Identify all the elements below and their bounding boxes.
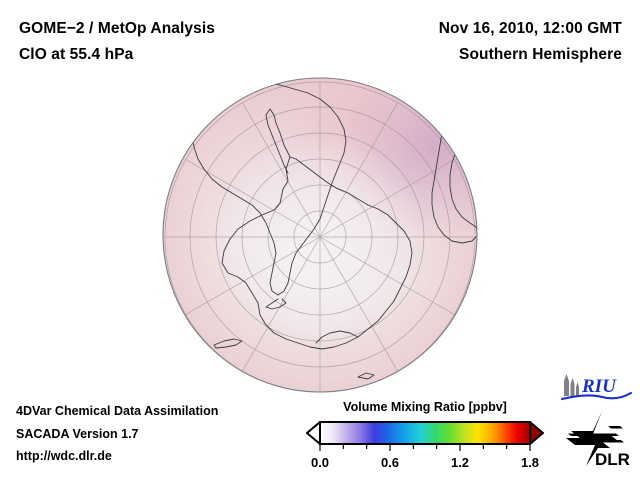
riu-wordmark: RIU <box>581 376 617 397</box>
coastline-antarctic-peninsula <box>265 108 291 174</box>
hemisphere-label: Southern Hemisphere <box>459 46 622 63</box>
riu-logo: RIU <box>557 371 633 405</box>
header-left: GOME−2 / MetOp Analysis ClO at 55.4 hPa <box>19 16 215 68</box>
colorbar-arrow-right <box>529 421 544 445</box>
riu-tower-icon <box>564 374 579 396</box>
colorbar-tick-label: 1.8 <box>520 455 540 470</box>
colorbar-gradient <box>320 422 530 444</box>
coastline-tierra-del-fuego <box>265 298 287 310</box>
riu-swoosh-icon <box>560 391 633 401</box>
website-url[interactable]: http://wdc.dlr.de <box>16 449 112 463</box>
method-label: 4DVar Chemical Data Assimilation <box>16 404 219 418</box>
meridian-lines <box>165 82 475 392</box>
header-right: Nov 16, 2010, 12:00 GMT Southern Hemisph… <box>439 16 622 68</box>
graticule <box>164 81 476 392</box>
coastline-ross-ice-shelf <box>315 330 359 344</box>
colorbar-title: Volume Mixing Ratio [ppbv] <box>343 400 507 414</box>
coastline-australia-limb <box>461 118 477 124</box>
species-level-title: ClO at 55.4 hPa <box>19 46 134 63</box>
version-label: SACADA Version 1.7 <box>16 426 139 441</box>
dlr-logo: DLR <box>562 409 634 469</box>
colorbar-arrow-left <box>306 421 321 445</box>
dlr-emblem-icon <box>566 411 624 466</box>
coastline-island-limb-north <box>423 78 445 87</box>
coastline-south-georgia <box>213 338 243 349</box>
dlr-wordmark: DLR <box>595 450 630 469</box>
instrument-title: GOME−2 / MetOp Analysis <box>19 20 215 37</box>
coastline-island-limb-south <box>357 372 375 380</box>
coastline-island-limb-southeast <box>397 378 421 387</box>
colorbar-tick-labels: 0.0 0.6 1.2 1.8 <box>306 455 544 473</box>
globe-outline <box>162 77 478 393</box>
colorbar-tick-label: 0.6 <box>380 455 400 470</box>
colorbar-tick-label: 0.0 <box>310 455 330 470</box>
colorbar-ticks <box>319 444 531 451</box>
coastline-antarctica <box>221 156 413 350</box>
colorbar-tick-label: 1.2 <box>450 455 470 470</box>
datetime-label: Nov 16, 2010, 12:00 GMT <box>438 20 622 37</box>
colorbar: Volume Mixing Ratio [ppbv] 0.0 0.6 1.2 1.8 <box>306 399 544 473</box>
footer-text-block: 4DVar Chemical Data Assimilation SACADA … <box>16 400 218 468</box>
globe-map <box>162 77 478 393</box>
colorbar-frame <box>319 421 531 445</box>
coastline-south-america <box>191 82 347 296</box>
